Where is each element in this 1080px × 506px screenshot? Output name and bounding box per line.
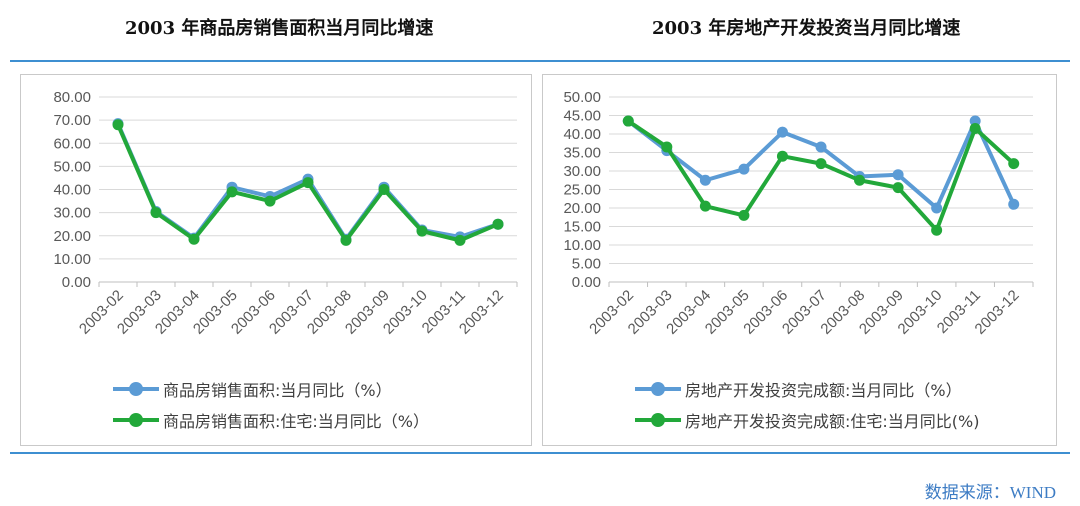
legend-item-series-2: 房地产开发投资完成额:住宅:当月同比(%) xyxy=(635,408,979,432)
chart-panel-left: 80.00 70.00 60.00 50.00 40.00 30.00 20.00 10.00… xyxy=(20,74,532,446)
y-tick-label: 0.00 xyxy=(572,274,601,291)
y-tick-label: 50.00 xyxy=(53,158,91,175)
data-point xyxy=(340,234,352,246)
y-tick-label: 40.00 xyxy=(53,182,91,199)
data-point xyxy=(112,119,124,131)
data-point xyxy=(738,209,750,221)
data-point xyxy=(815,141,827,153)
y-tick-label: 45.00 xyxy=(563,108,601,125)
legend-label: 房地产开发投资完成额:住宅:当月同比(%) xyxy=(685,412,980,431)
legend-label: 房地产开发投资完成额:当月同比（%） xyxy=(685,381,962,400)
y-tick-label: 5.00 xyxy=(572,256,601,273)
chart-panel-right: 50.00 45.00 40.00 35.00 30.00 25.00 20.00 15.00… xyxy=(542,74,1057,446)
y-tick-label: 30.00 xyxy=(563,163,601,180)
series-line-2 xyxy=(627,119,1016,233)
line-chart-sales-area: 80.00 70.00 60.00 50.00 40.00 30.00 20.00 10.00… xyxy=(53,89,518,338)
chart-title-left: 2003 年商品房销售面积当月同比增速 xyxy=(125,18,434,39)
data-point xyxy=(188,233,200,245)
y-tick-label: 10.00 xyxy=(563,237,601,254)
y-tick-label: 15.00 xyxy=(563,219,601,236)
y-tick-label: 20.00 xyxy=(563,200,601,217)
data-point xyxy=(150,207,162,219)
data-point xyxy=(854,174,866,186)
data-point xyxy=(378,184,390,195)
chart-title-right: 2003 年房地产开发投资当月同比增速 xyxy=(652,18,961,39)
y-tick-label: 50.00 xyxy=(563,89,601,106)
y-tick-label: 25.00 xyxy=(563,182,601,199)
y-tick-label: 60.00 xyxy=(53,135,91,152)
y-tick-label: 30.00 xyxy=(53,205,91,222)
data-point xyxy=(226,186,238,198)
data-point xyxy=(416,225,428,237)
y-tick-label: 80.00 xyxy=(53,89,91,106)
data-point xyxy=(776,150,788,162)
data-point xyxy=(1008,158,1020,170)
legend-label: 商品房销售面积:当月同比（%） xyxy=(163,381,392,400)
legend-marker-blue xyxy=(635,378,681,400)
legend-item-series-1: 房地产开发投资完成额:当月同比（%） xyxy=(635,377,962,401)
data-point xyxy=(699,200,711,212)
data-point xyxy=(492,218,504,230)
data-point xyxy=(1008,198,1020,210)
y-tick-label: 10.00 xyxy=(53,251,91,268)
y-tick-label: 40.00 xyxy=(563,126,601,143)
legend-marker-green xyxy=(635,409,681,431)
data-point xyxy=(815,158,827,170)
data-point xyxy=(264,195,276,207)
data-point xyxy=(699,174,711,186)
data-point xyxy=(738,163,750,175)
data-source-note: 数据来源：WIND xyxy=(924,483,1056,502)
legend-item-series-2: 商品房销售面积:住宅:当月同比（%） xyxy=(113,408,429,432)
data-point xyxy=(892,169,904,181)
data-point xyxy=(931,202,943,214)
data-point xyxy=(302,177,314,189)
bottom-divider xyxy=(10,452,1070,454)
legend-marker-blue xyxy=(113,378,159,400)
data-point xyxy=(931,224,943,236)
data-point xyxy=(969,122,981,134)
top-divider xyxy=(10,60,1070,62)
data-point xyxy=(661,141,673,153)
data-point xyxy=(776,126,788,138)
data-point xyxy=(622,115,634,127)
y-tick-label: 0.00 xyxy=(62,274,91,291)
y-tick-label: 70.00 xyxy=(53,112,91,129)
legend-item-series-1: 商品房销售面积:当月同比（%） xyxy=(113,377,392,401)
y-tick-label: 35.00 xyxy=(563,145,601,162)
legend-marker-green xyxy=(113,409,159,431)
legend-label: 商品房销售面积:住宅:当月同比（%） xyxy=(163,412,429,431)
data-point xyxy=(454,234,466,246)
data-point xyxy=(892,182,904,194)
y-tick-label: 20.00 xyxy=(53,228,91,245)
